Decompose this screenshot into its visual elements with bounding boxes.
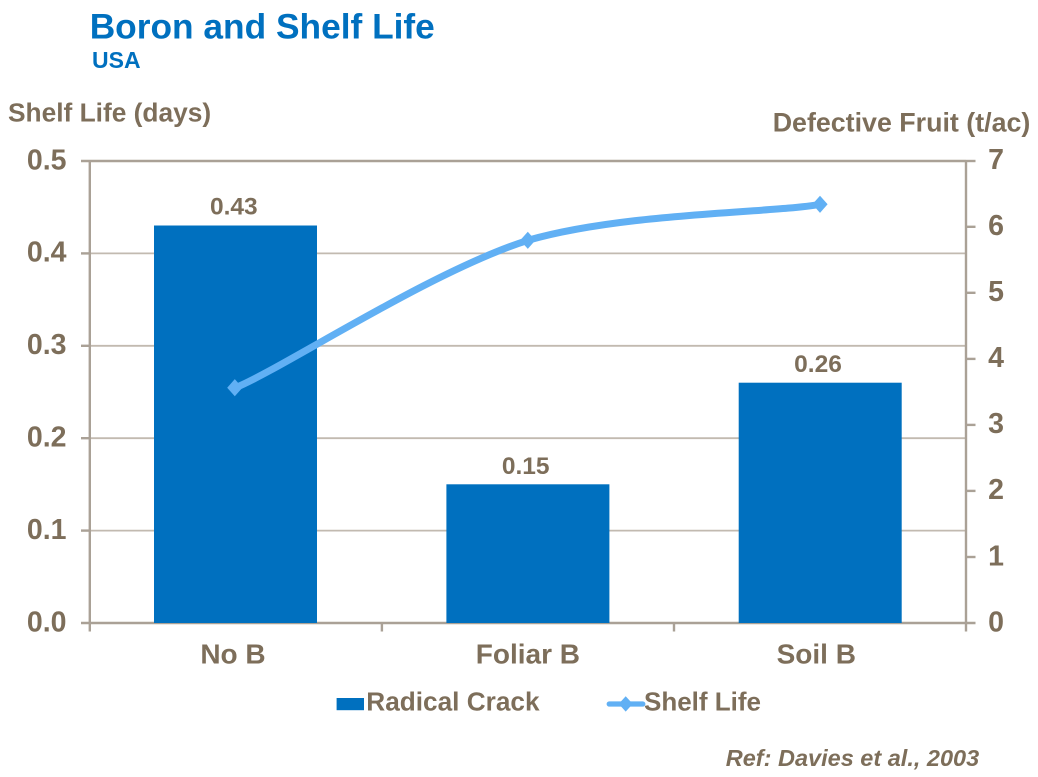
svg-text:6: 6 bbox=[988, 210, 1004, 242]
svg-text:0.3: 0.3 bbox=[27, 329, 67, 361]
svg-text:5: 5 bbox=[988, 276, 1004, 308]
svg-text:Defective Fruit (t/ac): Defective Fruit (t/ac) bbox=[773, 108, 1031, 138]
svg-text:0.5: 0.5 bbox=[27, 144, 67, 176]
svg-text:2: 2 bbox=[988, 474, 1004, 506]
svg-text:0.15: 0.15 bbox=[502, 453, 550, 480]
svg-text:0: 0 bbox=[988, 606, 1004, 638]
svg-text:0.0: 0.0 bbox=[27, 607, 67, 639]
svg-text:Radical Crack: Radical Crack bbox=[366, 687, 540, 717]
svg-text:0.1: 0.1 bbox=[27, 514, 67, 546]
svg-text:0.26: 0.26 bbox=[794, 351, 842, 378]
svg-text:4: 4 bbox=[988, 342, 1004, 374]
svg-text:Foliar B: Foliar B bbox=[476, 638, 580, 669]
svg-text:USA: USA bbox=[92, 47, 141, 73]
svg-text:Ref: Davies et al., 2003: Ref: Davies et al., 2003 bbox=[726, 745, 979, 771]
svg-text:0.2: 0.2 bbox=[27, 422, 67, 454]
svg-text:7: 7 bbox=[988, 144, 1004, 176]
svg-text:Boron and Shelf Life: Boron and Shelf Life bbox=[90, 8, 435, 47]
svg-text:0.4: 0.4 bbox=[27, 237, 67, 269]
svg-text:0.43: 0.43 bbox=[210, 194, 258, 221]
svg-text:Shelf Life (days): Shelf Life (days) bbox=[8, 98, 211, 128]
svg-text:Soil B: Soil B bbox=[777, 638, 856, 669]
svg-text:1: 1 bbox=[988, 540, 1004, 572]
svg-text:No B: No B bbox=[200, 638, 265, 669]
svg-text:3: 3 bbox=[988, 408, 1004, 440]
svg-text:Shelf Life: Shelf Life bbox=[644, 687, 761, 717]
